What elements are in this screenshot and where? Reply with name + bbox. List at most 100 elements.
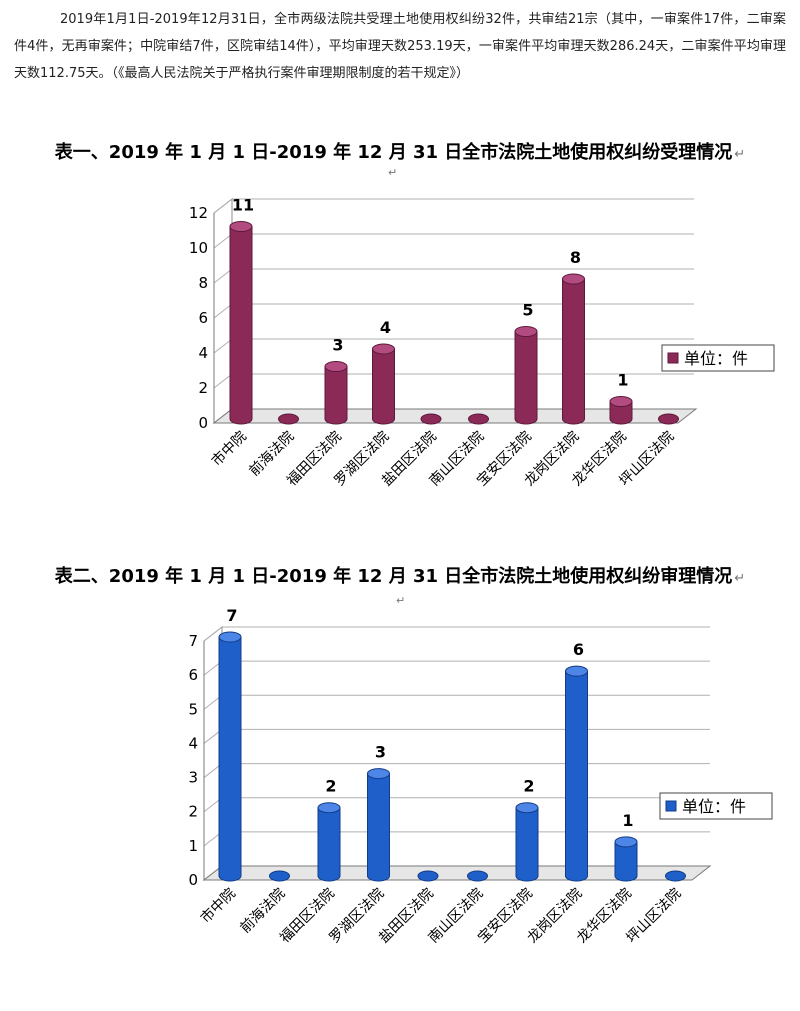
bar-zero: [417, 870, 439, 882]
return-mark: ↵: [734, 571, 746, 586]
return-mark: ↵: [734, 147, 746, 162]
data-label: 4: [380, 318, 391, 337]
chart2-title-text: 表二、2019 年 1 月 1 日-2019 年 12 月 31 日全市法院土地…: [54, 566, 733, 587]
chart2-bar-chart: 012345677市中院前海法院2福田区法院3罗湖区法院盐田区法院南山区法院2宝…: [188, 606, 773, 947]
wall-gridline: [213, 268, 233, 284]
return-mark: ↵: [396, 594, 406, 607]
bar-top: [372, 343, 395, 355]
y-tick-label: 0: [198, 414, 208, 432]
bar: [420, 413, 442, 425]
bar-body: [562, 278, 585, 425]
wall-gridline: [213, 303, 233, 319]
y-tick-label: 12: [189, 204, 208, 222]
legend-box: [659, 792, 773, 820]
legend: 单位：件: [661, 344, 775, 372]
bar: [565, 665, 588, 882]
y-tick-label: 5: [188, 700, 198, 718]
bar: [562, 273, 585, 425]
data-label: 2: [325, 777, 336, 796]
data-label: 11: [232, 196, 254, 215]
y-tick-label: 7: [188, 632, 198, 650]
bar: [665, 870, 686, 882]
legend-swatch: [665, 800, 677, 812]
chart1-title: 表一、2019 年 1 月 1 日-2019 年 12 月 31 日全市法院土地…: [0, 138, 800, 164]
wall-gridline: [213, 373, 233, 389]
bar-zero: [658, 413, 679, 425]
bar-top: [367, 768, 390, 780]
bar-body: [372, 348, 395, 425]
chart1-title-text: 表一、2019 年 1 月 1 日-2019 年 12 月 31 日全市法院土地…: [54, 142, 733, 163]
bar-body: [324, 366, 348, 425]
legend: 单位：件: [659, 792, 773, 820]
wall-gridline: [213, 338, 233, 354]
intro-paragraph: 2019年1月1日-2019年12月31日，全市两级法院共受理土地使用权纠纷32…: [14, 12, 786, 81]
bar-top: [218, 631, 242, 643]
data-label: 6: [573, 640, 584, 659]
data-label: 2: [523, 777, 534, 796]
category-label: 前海法院: [237, 885, 289, 937]
y-tick-label: 6: [198, 309, 208, 327]
category-label: 坪山区法院: [624, 886, 685, 947]
bar: [658, 413, 679, 425]
bar-top: [324, 361, 348, 372]
bar: [468, 413, 489, 425]
bar: [614, 836, 638, 882]
bar-top: [317, 802, 341, 814]
y-tick-label: 8: [198, 274, 208, 292]
bar-top: [614, 836, 638, 848]
data-label: 8: [570, 248, 581, 267]
y-tick-label: 6: [188, 666, 198, 684]
bar-zero: [269, 870, 290, 882]
category-label: 市中院: [208, 428, 250, 470]
bar-top: [562, 273, 585, 285]
bar: [417, 870, 439, 882]
bar: [218, 631, 242, 882]
y-tick-label: 10: [189, 239, 208, 257]
y-tick-label: 3: [188, 769, 198, 787]
bar-body: [367, 773, 390, 882]
data-label: 5: [522, 301, 533, 320]
bar: [515, 802, 539, 882]
y-tick-label: 1: [188, 837, 198, 855]
legend-label: 单位：件: [684, 349, 748, 368]
bar: [269, 870, 290, 882]
bar: [467, 870, 488, 882]
y-tick-label: 0: [188, 871, 198, 889]
bar-body: [565, 670, 588, 882]
return-mark: ↵: [388, 166, 398, 179]
y-tick-label: 2: [198, 379, 208, 397]
bar-body: [317, 807, 341, 882]
bar-zero: [467, 870, 488, 882]
bar-top: [609, 396, 633, 407]
bar-zero: [665, 870, 686, 882]
bar: [278, 413, 299, 425]
y-tick-label: 2: [188, 803, 198, 821]
data-label: 3: [375, 743, 386, 762]
bar-body: [514, 331, 538, 425]
wall-gridline: [203, 626, 223, 642]
wall-gridline: [213, 198, 233, 214]
bar: [229, 221, 253, 425]
chart2-title: 表二、2019 年 1 月 1 日-2019 年 12 月 31 日全市法院土地…: [0, 562, 800, 588]
wall-gridline: [213, 233, 233, 249]
bar-zero: [278, 413, 299, 425]
bar: [514, 326, 538, 425]
data-label: 1: [617, 371, 628, 390]
y-tick-label: 4: [188, 734, 198, 752]
bar-top: [514, 326, 538, 337]
legend-box: [661, 344, 775, 372]
data-label: 1: [622, 811, 633, 830]
bar: [317, 802, 341, 882]
y-tick-label: 4: [198, 344, 208, 362]
bar: [324, 361, 348, 425]
legend-label: 单位：件: [682, 797, 746, 816]
bar: [609, 396, 633, 425]
legend-swatch: [667, 352, 679, 364]
data-label: 7: [226, 606, 237, 625]
bar-body: [218, 636, 242, 882]
category-label: 市中院: [197, 885, 239, 927]
bar-body: [614, 841, 638, 882]
bar-body: [609, 401, 633, 425]
bar-zero: [468, 413, 489, 425]
